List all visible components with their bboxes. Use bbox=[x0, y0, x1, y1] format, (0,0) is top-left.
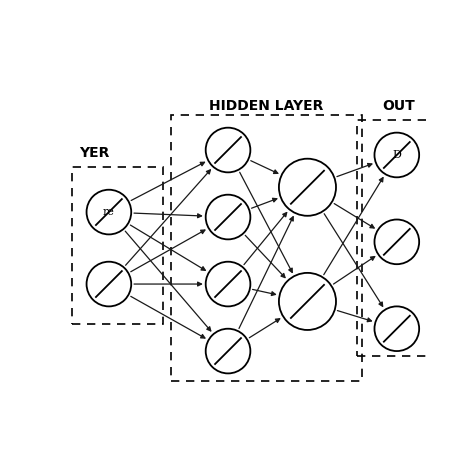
Circle shape bbox=[206, 195, 250, 239]
Circle shape bbox=[206, 262, 250, 306]
Circle shape bbox=[279, 273, 336, 330]
Circle shape bbox=[87, 190, 131, 235]
Bar bbox=[171, 115, 362, 381]
Text: re: re bbox=[103, 207, 115, 217]
Circle shape bbox=[374, 133, 419, 177]
Text: YER: YER bbox=[79, 146, 109, 160]
Text: D: D bbox=[392, 150, 401, 160]
Bar bbox=[357, 120, 447, 356]
Text: OUT: OUT bbox=[382, 99, 415, 113]
Text: HIDDEN LAYER: HIDDEN LAYER bbox=[210, 99, 324, 113]
Circle shape bbox=[374, 306, 419, 351]
Circle shape bbox=[87, 262, 131, 306]
Circle shape bbox=[206, 329, 250, 374]
Circle shape bbox=[374, 219, 419, 264]
Circle shape bbox=[206, 128, 250, 173]
Bar bbox=[72, 167, 164, 324]
Circle shape bbox=[279, 159, 336, 216]
